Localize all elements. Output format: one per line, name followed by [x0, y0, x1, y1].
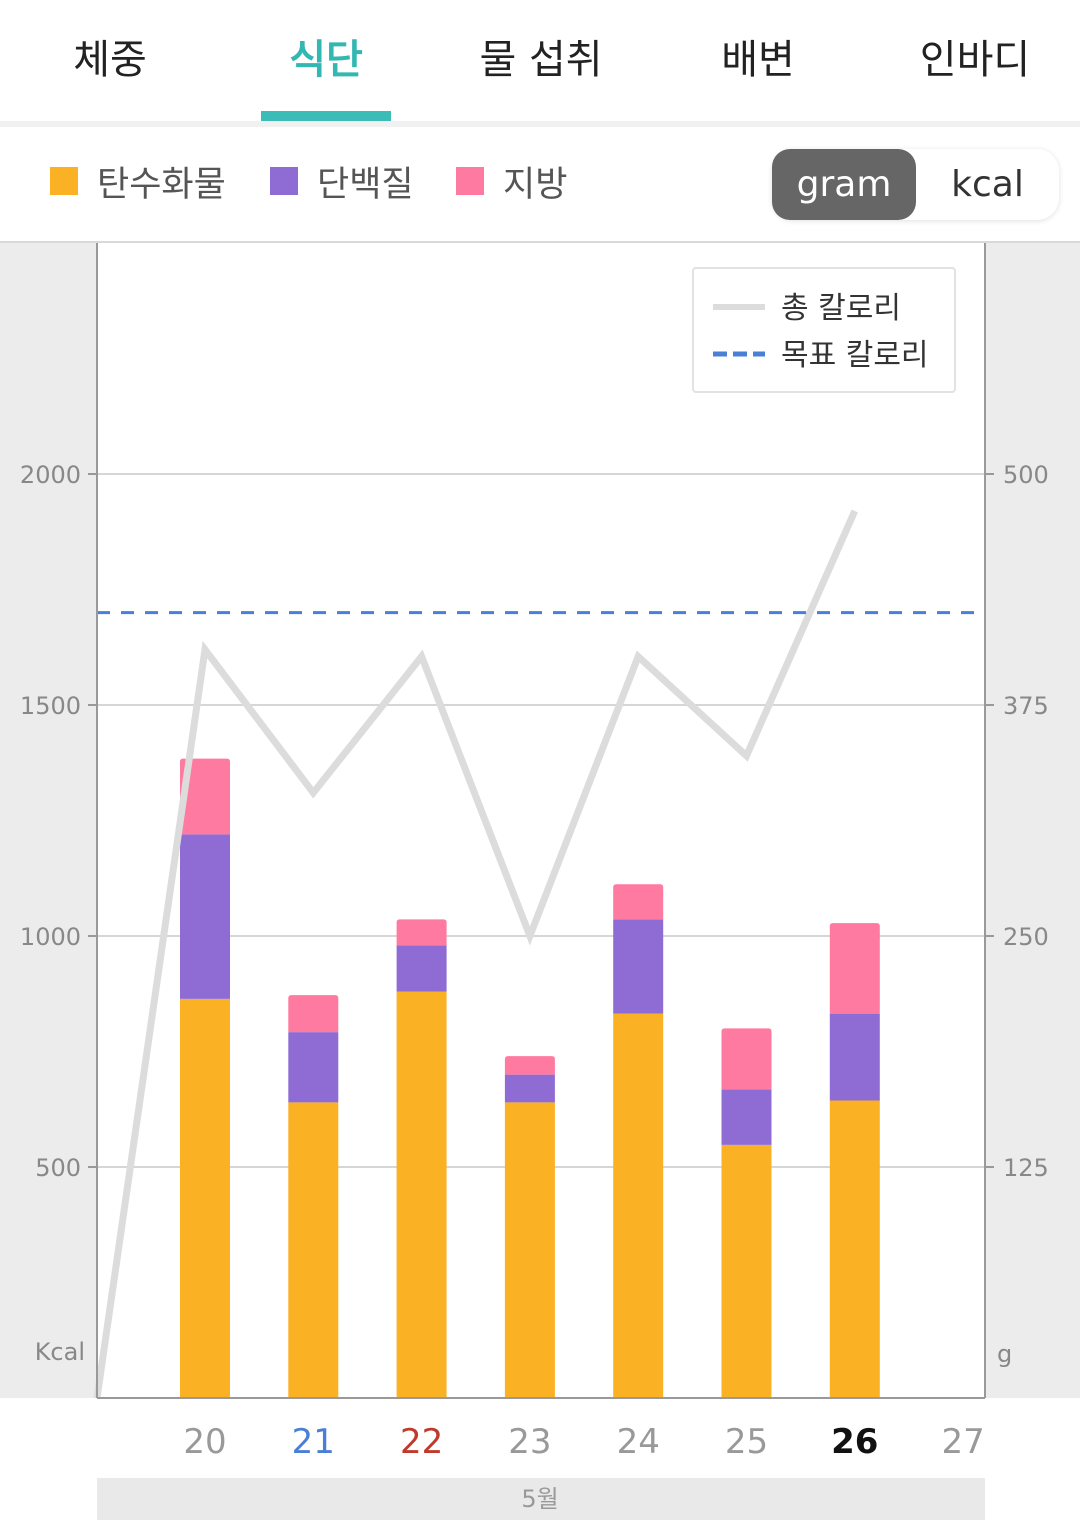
y-right-tick-label: 125: [1003, 1154, 1049, 1182]
tab-inbody[interactable]: 인바디: [919, 37, 1031, 83]
protein-swatch: [270, 167, 298, 195]
protein-bar: [829, 1013, 880, 1101]
legend-protein-label: 단백질: [317, 164, 414, 205]
tab-bar: 체중 식단 물 섭취 배변 인바디: [0, 0, 1080, 121]
y-left-tick-label: 2000: [20, 461, 81, 489]
legend-fat-label: 지방: [503, 164, 568, 205]
fat-bar: [721, 1028, 772, 1090]
carb-swatch: [50, 167, 78, 195]
carb-bar: [613, 1013, 664, 1398]
tab-weight[interactable]: 체중: [73, 37, 147, 83]
fat-swatch: [456, 167, 484, 195]
active-tab-indicator: [261, 111, 391, 121]
legend-divider: [0, 241, 1080, 243]
x-tick-label: 22: [400, 1422, 443, 1462]
month-band: [97, 1478, 985, 1520]
protein-bar: [613, 919, 664, 1014]
total-calorie-line: [93, 509, 859, 1399]
chart-legend-box: [692, 267, 956, 393]
carb-bar: [504, 1102, 555, 1398]
y-left-tick-label: 500: [35, 1154, 81, 1182]
toggle-kcal-button[interactable]: kcal: [951, 164, 1024, 205]
x-tick-label: 20: [183, 1422, 226, 1462]
legend-carb-label: 탄수화물: [97, 164, 226, 205]
x-tick-label: 25: [725, 1422, 768, 1462]
carb-bar: [180, 998, 230, 1398]
protein-bar: [396, 945, 447, 992]
toggle-gram-button[interactable]: gram: [772, 149, 916, 220]
fat-bar: [829, 923, 880, 1014]
legend-carb: 탄수화물: [50, 159, 226, 205]
fat-bar: [180, 758, 230, 835]
y-right-tick-label: 250: [1003, 923, 1049, 951]
carb-bar: [829, 1100, 880, 1398]
y-left-tick-label: 1000: [20, 923, 81, 951]
legend-target-label: 목표 칼로리: [781, 338, 929, 373]
y-right-axis-label: g: [997, 1340, 1012, 1368]
month-label: 5월: [521, 1485, 558, 1513]
fat-bar: [613, 884, 664, 920]
carb-bar: [721, 1144, 772, 1398]
carb-bar: [396, 991, 447, 1398]
protein-bar: [180, 834, 230, 999]
nutrient-legend-row: 탄수화물 단백질 지방 gram kcal: [0, 127, 1080, 241]
protein-bar: [721, 1089, 772, 1145]
x-tick-label: 26: [831, 1422, 878, 1462]
x-tick-label: 27: [941, 1422, 984, 1462]
legend-protein: 단백질: [270, 159, 414, 205]
x-tick-label: 21: [292, 1422, 335, 1462]
protein-bar: [288, 1032, 339, 1103]
legend-total-label: 총 칼로리: [781, 291, 901, 326]
unit-toggle: gram kcal: [772, 149, 1059, 220]
fat-bar: [288, 995, 339, 1033]
tab-bowel[interactable]: 배변: [721, 37, 795, 83]
tab-water-intake[interactable]: 물 섭취: [479, 37, 603, 83]
y-right-tick-label: 500: [1003, 461, 1049, 489]
y-right-tick-label: 375: [1003, 692, 1049, 720]
tab-divider: [0, 121, 1080, 127]
tab-diet[interactable]: 식단: [289, 37, 363, 83]
y-left-axis-label: Kcal: [35, 1338, 85, 1366]
protein-bar: [504, 1074, 555, 1103]
x-tick-label: 24: [617, 1422, 660, 1462]
y-left-tick-label: 1500: [20, 692, 81, 720]
legend-fat: 지방: [456, 159, 567, 205]
carb-bar: [288, 1102, 339, 1398]
fat-bar: [396, 919, 447, 946]
x-tick-label: 23: [508, 1422, 551, 1462]
fat-bar: [504, 1056, 555, 1075]
